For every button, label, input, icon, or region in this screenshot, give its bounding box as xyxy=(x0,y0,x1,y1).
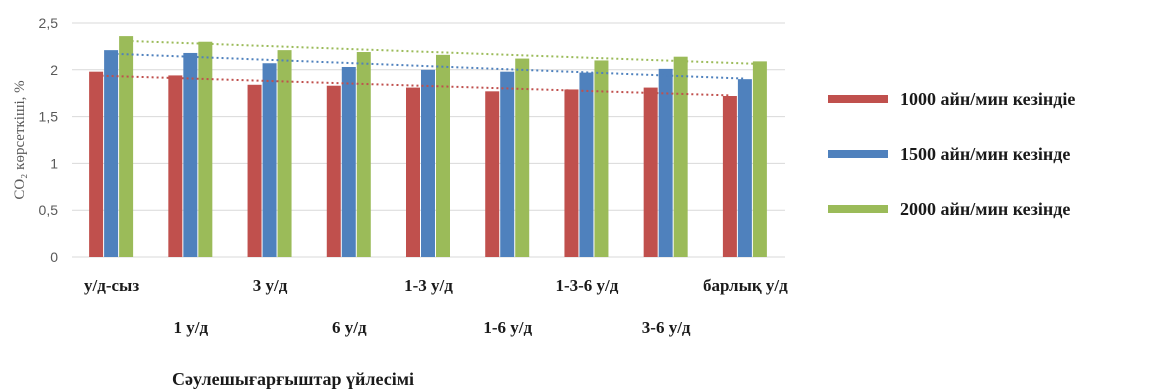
category-label: 1-3 у/д xyxy=(404,276,453,295)
legend-swatch xyxy=(828,205,888,213)
category-label: 1-3-6 у/д xyxy=(555,276,618,295)
bar xyxy=(198,41,213,257)
legend-label: 1500 айн/мин кезінде xyxy=(900,144,1070,164)
category-label: 3 у/д xyxy=(253,276,288,295)
bar xyxy=(436,54,450,257)
trendline xyxy=(96,74,731,97)
category-label: 1-6 у/д xyxy=(483,318,532,337)
category-label: барлық у/д xyxy=(703,276,788,295)
category-label: 3-6 у/д xyxy=(642,318,691,337)
legend: 1000 айн/мин кезіндіе 1500 айн/мин кезінд… xyxy=(828,89,1075,219)
bar xyxy=(262,63,277,257)
category-label: у/д-сыз xyxy=(84,276,139,295)
legend-label: 1000 айн/мин кезіндіе xyxy=(900,89,1075,109)
y-axis-label: CO₂ көрсеткіші, % xyxy=(12,80,28,199)
bar xyxy=(406,87,420,257)
bar xyxy=(737,79,752,257)
y-tick-label: 0,5 xyxy=(39,202,59,218)
bar xyxy=(104,50,119,258)
category-label: 6 у/д xyxy=(332,318,367,337)
bar xyxy=(564,89,579,258)
bar xyxy=(579,72,594,257)
bar xyxy=(119,36,134,257)
y-tick-label: 1,5 xyxy=(39,109,59,125)
legend-swatch xyxy=(828,95,888,103)
bar xyxy=(421,69,435,257)
y-axis-ticks: 0 0,5 1 1,5 2 2,5 xyxy=(39,15,59,265)
x-axis-categories: у/д-сыз 1 у/д 3 у/д 6 у/д 1-3 у/д 1-6 у/д 1-3-… xyxy=(84,276,788,337)
bar xyxy=(89,71,104,257)
bar xyxy=(752,61,767,257)
bar xyxy=(658,68,673,257)
bar xyxy=(515,58,530,258)
bar xyxy=(183,52,198,258)
bar xyxy=(168,75,183,257)
bar xyxy=(341,66,356,257)
y-tick-label: 1 xyxy=(50,155,58,171)
y-tick-label: 0 xyxy=(50,249,58,265)
y-tick-label: 2,5 xyxy=(39,15,59,31)
bar xyxy=(643,87,658,257)
bar xyxy=(673,56,688,257)
bar xyxy=(485,91,500,257)
bars xyxy=(89,36,767,258)
x-axis-label: Сәулешығарғыштар үйлесімі xyxy=(172,369,414,389)
category-label: 1 у/д xyxy=(174,318,209,337)
bar xyxy=(722,96,737,258)
bar xyxy=(247,84,262,257)
bar xyxy=(326,85,341,257)
bar xyxy=(500,71,515,257)
legend-label: 2000 айн/мин кезінде xyxy=(900,199,1070,219)
bar xyxy=(356,52,371,258)
legend-swatch xyxy=(828,150,888,158)
trendline xyxy=(111,52,746,80)
trendlines xyxy=(96,39,761,97)
trendline xyxy=(126,39,761,65)
y-tick-label: 2 xyxy=(50,62,58,78)
bar xyxy=(594,60,609,257)
bar xyxy=(277,50,292,258)
